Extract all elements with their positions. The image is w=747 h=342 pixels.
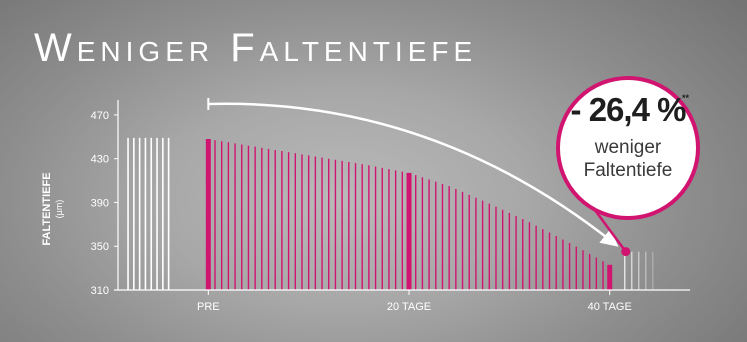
y-tick-label: 350 [91,241,109,253]
callout-footnote: ** [682,93,690,103]
key-data-bar [406,172,412,290]
callout-anchor-dot [621,247,631,257]
x-tick-label: 20 TAGE [387,301,431,313]
x-tick-label: PRE [197,301,220,313]
result-callout: - 26,4 % ** weniger Faltentiefe [556,76,700,220]
callout-caption-line1: weniger [594,137,662,158]
x-tick-label: 40 TAGE [588,301,632,313]
chart-title: Weniger Faltentiefe [34,26,478,70]
key-data-bar [607,264,613,290]
y-tick-label: 430 [91,154,109,166]
y-tick-label: 390 [91,197,109,209]
key-data-bar [205,139,211,290]
y-tick-label: 310 [91,285,109,297]
y-axis-label: FALTENTIEFE (µm) [41,139,65,279]
y-axis-title: FALTENTIEFE [41,172,53,246]
y-tick-label: 470 [91,110,109,122]
callout-caption-line2: Faltentiefe [583,160,673,181]
trend-arrow [208,102,619,247]
callout-value: - 26,4 % [570,91,687,128]
y-axis-unit: (µm) [54,199,64,219]
